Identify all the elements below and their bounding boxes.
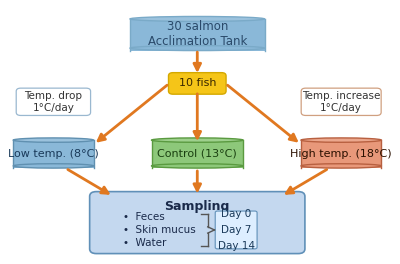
Text: •  Feces: • Feces	[122, 212, 164, 222]
Text: Temp. increase
1°C/day: Temp. increase 1°C/day	[302, 91, 380, 113]
Text: Low temp. (8°C): Low temp. (8°C)	[8, 149, 99, 159]
Bar	[130, 19, 264, 51]
Text: Sampling: Sampling	[164, 200, 230, 213]
Text: •  Water: • Water	[122, 238, 166, 248]
FancyBboxPatch shape	[301, 88, 381, 115]
Bar	[13, 140, 94, 168]
Text: 10 fish: 10 fish	[178, 78, 216, 88]
FancyBboxPatch shape	[215, 211, 257, 249]
Ellipse shape	[152, 138, 243, 142]
Text: Control (13°C): Control (13°C)	[158, 149, 237, 159]
Text: Day 0: Day 0	[221, 209, 251, 219]
FancyBboxPatch shape	[16, 88, 90, 115]
Ellipse shape	[152, 164, 243, 168]
Ellipse shape	[130, 16, 264, 21]
Bar	[301, 140, 381, 168]
Text: 30 salmon
Acclimation Tank: 30 salmon Acclimation Tank	[148, 20, 247, 48]
Ellipse shape	[301, 164, 381, 168]
FancyBboxPatch shape	[90, 192, 305, 254]
Ellipse shape	[13, 164, 94, 168]
Text: High temp. (18°C): High temp. (18°C)	[290, 149, 392, 159]
Text: Day 7: Day 7	[221, 225, 251, 235]
Text: Day 14: Day 14	[218, 241, 255, 251]
Bar	[152, 140, 243, 168]
Text: Temp. drop
1°C/day: Temp. drop 1°C/day	[24, 91, 82, 113]
Text: •  Skin mucus: • Skin mucus	[122, 225, 195, 235]
Ellipse shape	[301, 138, 381, 142]
Ellipse shape	[130, 46, 264, 51]
FancyBboxPatch shape	[168, 73, 226, 94]
Ellipse shape	[13, 138, 94, 142]
